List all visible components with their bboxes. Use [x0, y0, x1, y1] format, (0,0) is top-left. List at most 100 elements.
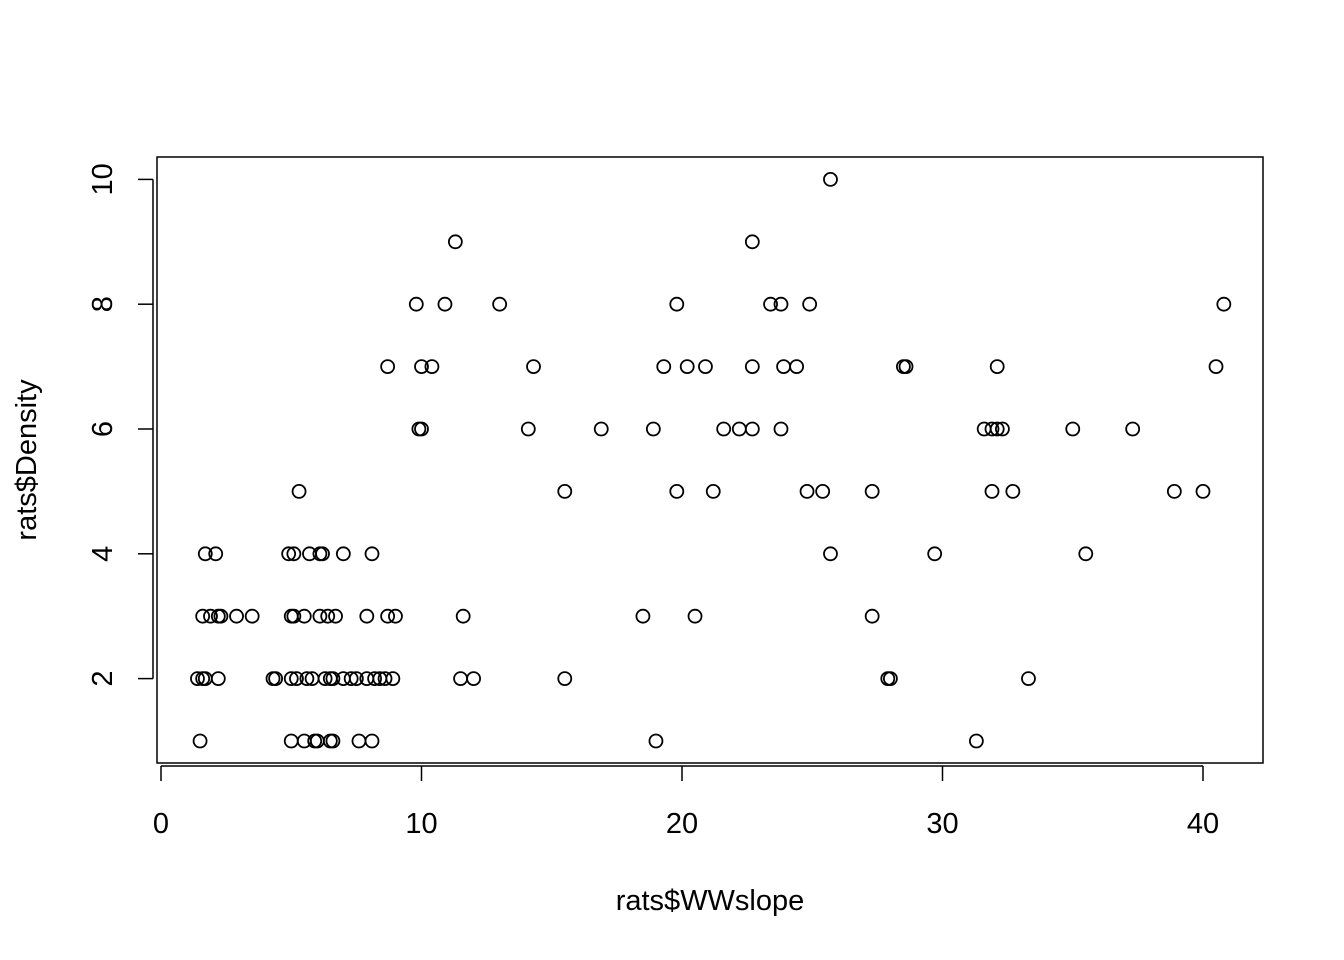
y-tick-label: 8 — [87, 296, 119, 312]
data-point — [325, 733, 341, 749]
data-point — [299, 671, 315, 686]
x-axis: 0 10 20 30 40 — [153, 765, 1219, 840]
data-point — [864, 483, 880, 499]
data-point — [669, 296, 685, 312]
data-point — [377, 671, 393, 686]
data-point — [648, 733, 664, 749]
data-point — [315, 546, 330, 562]
data-point — [1078, 546, 1094, 562]
data-point — [669, 483, 685, 499]
data-point — [380, 359, 396, 375]
y-axis-label: rats$Density — [11, 379, 43, 541]
data-point — [437, 296, 453, 312]
data-point — [744, 421, 760, 437]
data-point — [208, 546, 224, 562]
data-point — [296, 608, 312, 624]
data-point — [244, 608, 260, 624]
data-point — [320, 608, 336, 624]
y-tick-label: 10 — [87, 163, 119, 195]
data-point — [815, 483, 831, 499]
data-point — [210, 671, 226, 686]
data-point — [1021, 671, 1036, 686]
data-point — [984, 483, 1000, 499]
data-point — [1065, 421, 1081, 437]
x-tick-label: 20 — [666, 808, 698, 840]
data-point — [325, 671, 341, 686]
data-point — [453, 671, 468, 686]
data-point — [557, 483, 573, 499]
data-point — [679, 359, 695, 375]
data-point — [385, 671, 401, 686]
y-tick-label: 2 — [87, 671, 119, 687]
data-point — [995, 421, 1010, 437]
data-point — [190, 671, 205, 686]
data-point — [286, 608, 302, 624]
data-point — [744, 359, 760, 375]
data-point — [424, 359, 440, 375]
data-point — [656, 359, 672, 375]
x-tick-label: 10 — [405, 808, 437, 840]
data-point — [192, 733, 208, 749]
data-point — [716, 421, 732, 437]
data-point — [776, 359, 791, 375]
data-points — [190, 171, 1232, 749]
data-point — [335, 546, 351, 562]
data-point — [1005, 483, 1021, 499]
data-point — [281, 546, 297, 562]
data-point — [364, 546, 380, 562]
data-point — [1208, 359, 1224, 375]
data-point — [773, 296, 789, 312]
data-point — [414, 421, 429, 437]
y-tick-label: 4 — [87, 546, 119, 562]
data-point — [744, 234, 760, 250]
plot-frame — [156, 156, 1264, 764]
data-point — [380, 608, 396, 624]
data-point — [984, 421, 1000, 437]
data-point — [291, 483, 307, 499]
data-point — [312, 608, 328, 624]
data-point — [698, 359, 713, 375]
data-point — [286, 546, 302, 562]
data-point — [883, 671, 898, 686]
data-point — [705, 483, 721, 499]
x-tick-label: 30 — [926, 808, 958, 840]
x-axis-label: rats$WWslope — [616, 885, 805, 917]
data-point — [823, 546, 838, 562]
data-point — [328, 608, 343, 624]
data-point — [348, 671, 364, 686]
data-point — [455, 608, 471, 624]
data-point — [388, 608, 403, 624]
data-point — [447, 234, 463, 250]
data-point — [989, 359, 1005, 375]
data-point — [268, 671, 284, 686]
data-point — [687, 608, 703, 624]
data-point — [968, 733, 984, 749]
data-point — [466, 671, 482, 686]
data-point — [526, 359, 541, 375]
data-point — [520, 421, 536, 437]
data-point — [927, 546, 943, 562]
data-point — [364, 733, 380, 749]
data-point — [763, 296, 778, 312]
data-point — [1216, 296, 1232, 312]
data-point — [414, 359, 429, 375]
data-point — [802, 296, 818, 312]
y-axis: 2 4 6 8 10 — [87, 163, 154, 687]
data-point — [195, 608, 211, 624]
data-point — [283, 733, 299, 749]
data-point — [789, 359, 805, 375]
data-point — [359, 608, 375, 624]
data-point — [823, 171, 838, 187]
data-point — [989, 421, 1005, 437]
data-point — [799, 483, 815, 499]
data-point — [197, 546, 213, 562]
data-point — [593, 421, 609, 437]
data-point — [351, 733, 367, 749]
data-point — [213, 608, 229, 624]
data-point — [635, 608, 651, 624]
data-point — [492, 296, 508, 312]
x-tick-label: 40 — [1187, 808, 1219, 840]
data-point — [203, 608, 218, 624]
x-tick-label: 0 — [153, 808, 169, 840]
